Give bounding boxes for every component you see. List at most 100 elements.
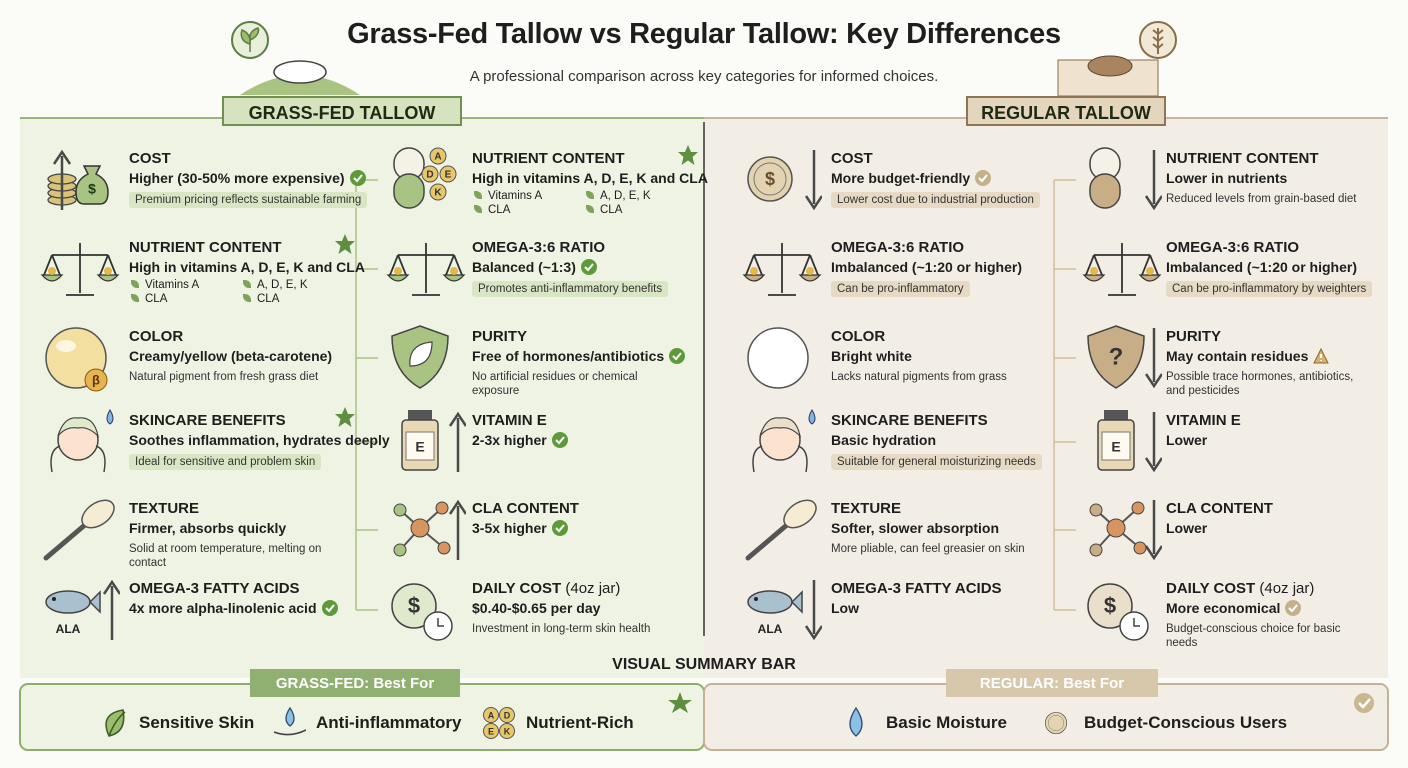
scale-frame xyxy=(43,243,117,296)
list-entry: CLA xyxy=(474,204,586,216)
value: Lower xyxy=(1166,520,1208,536)
check-mark xyxy=(1288,604,1299,613)
fish-tail xyxy=(88,590,101,614)
icon-label: $ xyxy=(765,169,775,189)
value: Lower xyxy=(1166,432,1208,448)
spoon-bowl xyxy=(81,499,115,529)
check-circle xyxy=(580,259,597,275)
icon-label: E xyxy=(415,439,424,455)
bottle-cap xyxy=(408,410,432,420)
hands xyxy=(752,445,808,473)
clock-hands xyxy=(437,618,444,627)
atom xyxy=(437,541,451,555)
icon-label: $ xyxy=(88,181,96,197)
atom xyxy=(393,543,407,557)
heading-note: (4oz jar) xyxy=(1259,580,1315,597)
star xyxy=(335,407,355,427)
item-icon xyxy=(40,243,120,296)
item-value: Balanced (~1:3) xyxy=(472,259,597,275)
status-check xyxy=(349,170,366,186)
value: More budget-friendly xyxy=(831,170,971,186)
heading-note: (4oz jar) xyxy=(565,580,621,597)
check-circle xyxy=(1285,600,1302,616)
arrow-up xyxy=(448,499,466,560)
item-value: Lower xyxy=(1166,432,1207,448)
summary-item: A D E K Nutrient-Rich xyxy=(482,706,634,740)
value: Basic hydration xyxy=(831,432,937,448)
heading: OMEGA-3:6 RATIO xyxy=(472,239,606,256)
spoon-handle xyxy=(745,521,791,561)
check-mark xyxy=(554,524,565,533)
status-check xyxy=(321,600,338,616)
drop xyxy=(806,267,814,275)
item-value: More economical xyxy=(1166,600,1302,616)
list-entry: CLA xyxy=(131,293,243,305)
item-note: Natural pigment from fresh grass diet xyxy=(129,371,319,383)
item-note: Possible trace hormones, antibiotics, an… xyxy=(1166,371,1354,397)
item-heading: OMEGA-3 FATTY ACIDS xyxy=(831,580,1002,597)
header-cow xyxy=(273,60,327,84)
arrow-down xyxy=(1144,328,1162,389)
value: 4x more alpha-linolenic acid xyxy=(129,600,317,616)
item-heading: NUTRIENT CONTENT xyxy=(472,150,625,167)
item-value: 3-5x higher xyxy=(472,520,568,536)
atom xyxy=(393,503,407,517)
icon-label: E xyxy=(488,726,494,736)
heading: TEXTURE xyxy=(831,500,902,517)
item-heading: PURITY xyxy=(472,328,527,345)
drop xyxy=(849,706,863,737)
item-tag: Lower cost due to industrial production xyxy=(831,192,1040,208)
item-icon xyxy=(745,499,817,561)
star-shape xyxy=(335,234,355,254)
icon-label: E xyxy=(1111,439,1120,455)
regular-panel xyxy=(704,118,1388,678)
star-shape xyxy=(678,145,698,165)
heading: NUTRIENT CONTENT xyxy=(1166,150,1319,167)
heading: DAILY COST xyxy=(1166,580,1256,597)
drop xyxy=(104,267,112,275)
item-heading: SKINCARE BENEFITS xyxy=(129,412,286,429)
item-tag: Suitable for general moisturizing needs xyxy=(831,454,1042,470)
fish-eye xyxy=(754,597,758,601)
item-tag: Ideal for sensitive and problem skin xyxy=(129,454,322,470)
arrow-down xyxy=(1144,412,1162,473)
check-mark xyxy=(324,604,335,613)
list-entry: Vitamins A xyxy=(131,279,243,291)
vitamin-circle xyxy=(439,165,457,183)
item-heading: CLA CONTENT xyxy=(472,500,579,517)
check-circle xyxy=(669,348,686,364)
item-note: Lacks natural pigments from grass xyxy=(831,371,1007,383)
summary-item-label: Basic Moisture xyxy=(886,713,1007,732)
item-value: Basic hydration xyxy=(831,432,936,448)
scale-frame xyxy=(389,243,463,296)
hair xyxy=(57,417,99,438)
check-circle xyxy=(349,170,366,186)
item-icon xyxy=(393,499,466,560)
icon-label: ? xyxy=(1109,343,1124,370)
item-icon xyxy=(391,325,449,389)
arrow-down xyxy=(1144,500,1162,561)
spoon-bowl xyxy=(783,499,817,529)
heading: OMEGA-3:6 RATIO xyxy=(831,239,965,256)
drop xyxy=(285,706,295,727)
atom xyxy=(1089,503,1103,517)
check-mark xyxy=(554,436,565,445)
star-shape xyxy=(335,407,355,427)
status-check xyxy=(669,348,686,364)
scale-frame xyxy=(745,243,819,296)
coin-rim xyxy=(1048,714,1065,732)
bottle-cap xyxy=(1104,410,1128,420)
vitamin-circle xyxy=(429,183,447,201)
item-heading: PURITY xyxy=(1166,328,1221,345)
atom xyxy=(1131,501,1145,515)
item-tag: Can be pro-inflammatory by weighters xyxy=(1166,281,1373,297)
item-icon xyxy=(50,409,114,473)
item-value: Lower xyxy=(1166,520,1207,536)
subtitle: A professional comparison across key cat… xyxy=(469,68,939,85)
heading: CLA CONTENT xyxy=(472,500,579,517)
panel-label: REGULAR TALLOW xyxy=(966,96,1166,126)
item-heading: DAILY COST (4oz jar) xyxy=(472,580,620,597)
item-heading: TEXTURE xyxy=(831,500,901,517)
arrow-up xyxy=(52,149,72,210)
bottle-label xyxy=(1101,431,1131,461)
